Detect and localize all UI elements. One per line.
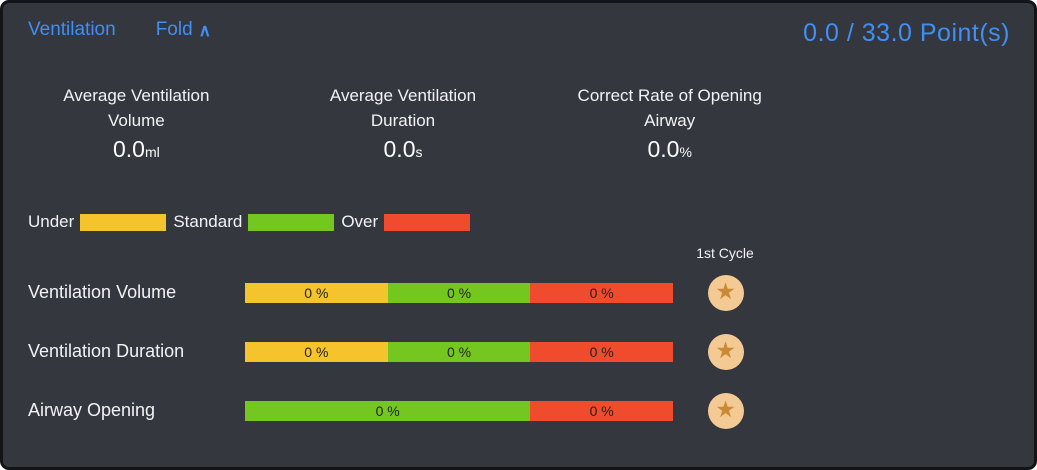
badge-slot: ★: [673, 274, 778, 311]
row-label: Airway Opening: [28, 400, 156, 420]
star-icon: ★: [715, 278, 736, 304]
stat-title-line2: Duration: [370, 111, 436, 130]
bar-segment-standard: 0 %: [245, 400, 531, 421]
stat-average-ventilation-volume: Average Ventilation Volume 0.0ml: [3, 83, 270, 163]
chevron-up-icon: ∧: [198, 21, 212, 40]
star-icon: ★: [715, 396, 736, 422]
star-icon: ★: [715, 337, 736, 363]
stat-title-line2: Airway: [644, 111, 696, 130]
bar-segment-standard: 0 %: [387, 341, 531, 362]
cycle-star-badge: ★: [707, 333, 744, 370]
bar-row-ventilation-duration: Ventilation Duration 0 % 0 % 0 % ★: [3, 322, 1034, 381]
legend-label-standard: Standard: [173, 212, 243, 231]
bar-segment-over: 0 %: [530, 341, 674, 362]
stat-value: 0.0%: [536, 136, 803, 163]
stat-value-unit: s: [415, 144, 423, 160]
stat-value-number: 0.0: [383, 136, 416, 162]
fold-toggle[interactable]: Fold ∧: [156, 19, 211, 41]
stat-value-number: 0.0: [112, 136, 145, 162]
fold-toggle-label: Fold: [155, 19, 193, 40]
score-display: 0.0 / 33.0 Point(s): [803, 19, 1010, 47]
cycle-star-badge: ★: [707, 274, 744, 311]
stat-value: 0.0s: [270, 136, 537, 163]
bar-segment-under: 0 %: [245, 282, 388, 303]
bar-segment-over: 0 %: [530, 282, 674, 303]
stat-title: Average Ventilation Duration: [270, 83, 537, 133]
stat-title: Correct Rate of Opening Airway: [536, 83, 803, 133]
stat-value-unit: %: [679, 144, 692, 160]
badge-slot: ★: [673, 333, 778, 370]
segmented-bar: 0 % 0 %: [245, 400, 673, 421]
bar-rows: Ventilation Volume 0 % 0 % 0 % ★ Ventila…: [3, 263, 1034, 440]
stat-average-ventilation-duration: Average Ventilation Duration 0.0s: [270, 83, 537, 163]
stats-row: Average Ventilation Volume 0.0ml Average…: [3, 83, 803, 163]
panel-header-left: Ventilation Fold ∧: [28, 19, 211, 41]
legend-label-under: Under: [28, 212, 75, 231]
stat-value: 0.0ml: [3, 136, 270, 163]
legend-label-over: Over: [341, 212, 379, 231]
stat-title: Average Ventilation Volume: [3, 83, 270, 133]
stat-value-number: 0.0: [647, 136, 680, 162]
bar-segment-standard: 0 %: [387, 282, 531, 303]
stat-title-line1: Correct Rate of Opening: [577, 86, 762, 105]
stat-value-unit: ml: [144, 144, 160, 160]
stat-title-line1: Average Ventilation: [329, 86, 477, 105]
segmented-bar: 0 % 0 % 0 %: [245, 341, 674, 362]
legend-swatch-over: [384, 213, 471, 231]
legend-swatch-under: [80, 213, 167, 231]
row-label: Ventilation Duration: [28, 341, 185, 361]
stat-correct-rate-opening-airway: Correct Rate of Opening Airway 0.0%: [536, 83, 803, 163]
legend: Under Standard Over: [28, 212, 1034, 232]
cycle-star-badge: ★: [707, 392, 744, 429]
stat-title-line1: Average Ventilation: [63, 86, 210, 105]
badge-slot: ★: [673, 392, 778, 429]
bar-row-ventilation-volume: Ventilation Volume 0 % 0 % 0 % ★: [3, 263, 1034, 322]
bar-segment-over: 0 %: [530, 400, 673, 421]
bar-segment-under: 0 %: [245, 341, 388, 362]
row-label: Ventilation Volume: [28, 282, 177, 302]
panel-title[interactable]: Ventilation: [28, 19, 116, 40]
bar-row-airway-opening: Airway Opening 0 % 0 % ★: [3, 381, 1034, 440]
segmented-bar: 0 % 0 % 0 %: [245, 282, 674, 303]
legend-swatch-standard: [248, 213, 335, 231]
panel-header: Ventilation Fold ∧ 0.0 / 33.0 Point(s): [3, 3, 1034, 51]
cycle-column-header: 1st Cycle: [696, 245, 754, 261]
stat-title-line2: Volume: [107, 111, 165, 130]
